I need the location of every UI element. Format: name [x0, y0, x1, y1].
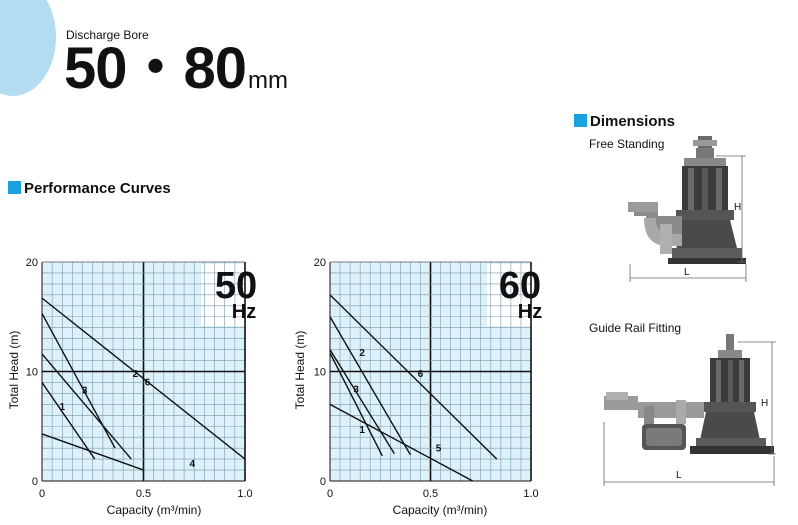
dimension-lines	[629, 155, 747, 282]
length-dimension-label: L	[676, 470, 682, 481]
x-tick-label: 0.5	[136, 488, 151, 500]
grid-lines	[330, 262, 532, 481]
curve-label-4: 4	[189, 459, 195, 470]
section-bullet-icon	[574, 114, 587, 127]
performance-section-heading: Performance Curves	[8, 180, 171, 197]
y-axis-label: Total Head (m)	[293, 331, 307, 410]
curve-label-1: 1	[359, 425, 365, 436]
performance-curve-1	[41, 382, 96, 460]
header-decoration-circle	[0, 0, 56, 96]
performance-curve-3	[41, 353, 132, 460]
curve-label-5: 5	[436, 443, 442, 454]
discharge-bore-label: Discharge Bore	[66, 28, 149, 42]
y-tick-label: 10	[314, 367, 326, 379]
axes: 0 0.5 1.0 0 10 20	[314, 257, 539, 500]
curve-label-2: 2	[133, 369, 139, 380]
performance-chart-50hz: 1 2 3 4 6 0 0.5 1.0 0 10 20 50 Hz Capacity (m³/mi…	[7, 257, 257, 517]
curve-label-6: 6	[145, 378, 151, 389]
performance-curve-4	[41, 433, 144, 471]
free-standing-label: Free Standing	[589, 137, 665, 151]
height-dimension-label: H	[734, 202, 741, 213]
y-axis-label: Total Head (m)	[7, 331, 21, 410]
x-axis-label: Capacity (m³/min)	[393, 503, 488, 517]
curve-label-2: 2	[359, 348, 365, 359]
section-bullet-icon	[8, 181, 21, 194]
x-tick-label: 0.5	[423, 488, 438, 500]
height-dimension-label: H	[761, 398, 768, 409]
performance-curve-3	[329, 349, 395, 454]
x-tick-label: 1.0	[523, 488, 538, 500]
performance-curve-6	[41, 297, 246, 460]
performance-chart-60hz: 1 2 3 5 6 0 0.5 1.0 0 10 20 60 Hz Capacity (m³/mi…	[293, 257, 542, 517]
frequency-unit: Hz	[232, 301, 256, 323]
dimensions-section-heading: Dimensions	[574, 113, 675, 130]
curve-label-3: 3	[353, 384, 359, 395]
page-title: 50・80mm	[64, 40, 288, 98]
frequency-unit: Hz	[518, 301, 542, 323]
y-tick-label: 20	[314, 257, 326, 269]
performance-heading-text: Performance Curves	[24, 180, 171, 197]
axes: 0 0.5 1.0 0 10 20	[26, 257, 253, 500]
x-tick-label: 1.0	[237, 488, 252, 500]
curve-label-6: 6	[418, 369, 424, 380]
x-tick-label: 0	[327, 488, 333, 500]
y-tick-label: 20	[26, 257, 38, 269]
length-dimension-label: L	[684, 267, 690, 278]
performance-curve-2	[329, 316, 412, 456]
y-tick-label: 10	[26, 367, 38, 379]
performance-curve-6	[329, 294, 498, 460]
frequency-value: 50	[215, 265, 257, 307]
curve-label-1: 1	[60, 402, 66, 413]
guide-rail-pump-drawing: H L	[603, 334, 776, 486]
y-tick-label: 0	[32, 476, 38, 488]
performance-curves: 1 2 3 5 6	[329, 294, 498, 482]
title-unit: mm	[248, 67, 289, 94]
pump-illustration	[628, 136, 746, 264]
y-tick-label: 0	[320, 476, 326, 488]
performance-curve-1	[329, 352, 383, 457]
title-size: 50・80	[64, 36, 247, 101]
x-tick-label: 0	[39, 488, 45, 500]
pump-illustration	[604, 334, 774, 454]
curve-label-3: 3	[82, 385, 88, 396]
free-standing-pump-drawing: H L	[628, 136, 747, 282]
dimensions-heading-text: Dimensions	[590, 113, 676, 130]
performance-curves: 1 2 3 4 6	[41, 297, 246, 471]
frequency-value: 60	[499, 265, 541, 307]
guide-rail-label: Guide Rail Fitting	[589, 321, 682, 335]
performance-curve-5	[329, 403, 474, 482]
x-axis-label: Capacity (m³/min)	[107, 503, 202, 517]
dimension-lines	[603, 341, 776, 486]
